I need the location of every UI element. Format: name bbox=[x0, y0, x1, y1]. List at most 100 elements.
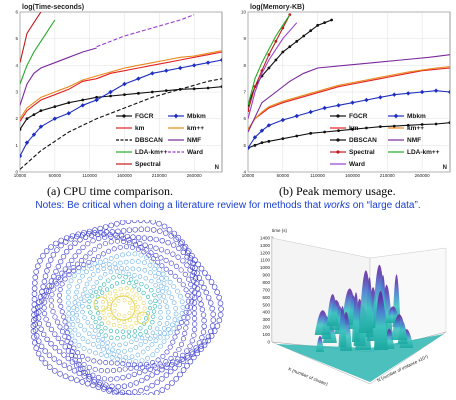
cpu-data-point bbox=[136, 76, 141, 81]
caption-peak-memory: (b) Peak memory usage. bbox=[279, 184, 396, 198]
mem-x-tick-label: 60000 bbox=[277, 173, 290, 178]
diagram-node bbox=[71, 273, 77, 279]
diagram-node bbox=[103, 229, 110, 235]
diagram-node bbox=[96, 235, 102, 242]
diagram-node bbox=[150, 360, 156, 366]
diagram-node bbox=[57, 371, 63, 377]
diagram-node bbox=[81, 262, 87, 268]
diagram-node bbox=[156, 220, 162, 227]
diagram-node bbox=[174, 329, 180, 335]
diagram-node bbox=[214, 323, 221, 329]
diagram-node bbox=[124, 266, 130, 271]
diagram-node bbox=[210, 311, 216, 318]
diagram-node bbox=[153, 298, 158, 303]
diagram-node bbox=[194, 350, 201, 357]
surface-peak bbox=[316, 336, 324, 352]
diagram-node bbox=[157, 293, 162, 299]
diagram-node bbox=[148, 250, 154, 256]
diagram-node bbox=[33, 345, 40, 351]
diagram-node bbox=[192, 321, 198, 327]
mem-x-tick-label: 210000 bbox=[380, 173, 396, 178]
diagram-node bbox=[82, 327, 87, 333]
diagram-node bbox=[154, 369, 160, 375]
diagram-node bbox=[166, 315, 171, 321]
diagram-node bbox=[101, 305, 106, 310]
diagram-node bbox=[113, 388, 119, 395]
diagram-node bbox=[59, 309, 65, 315]
mem-series-line bbox=[248, 54, 450, 133]
diagram-node bbox=[44, 336, 50, 342]
diagram-node bbox=[109, 296, 114, 301]
diagram-node bbox=[125, 389, 132, 395]
diagram-node bbox=[136, 266, 142, 272]
diagram-node bbox=[159, 263, 165, 269]
diagram-node bbox=[205, 274, 212, 281]
diagram-node bbox=[138, 244, 144, 250]
diagram-node bbox=[120, 270, 126, 275]
diagram-node bbox=[65, 262, 72, 268]
diagram-node bbox=[76, 370, 83, 377]
cpu-legend-label: LDA-km++ bbox=[135, 149, 168, 156]
diagram-node bbox=[130, 266, 136, 272]
diagram-node bbox=[92, 230, 98, 236]
diagram-node bbox=[125, 292, 130, 297]
diagram-node bbox=[179, 239, 185, 246]
diagram-node bbox=[160, 271, 166, 277]
diagram-node bbox=[142, 306, 147, 311]
diagram-node bbox=[37, 257, 43, 264]
diagram-node bbox=[139, 335, 145, 341]
diagram-node bbox=[129, 324, 134, 329]
diagram-node bbox=[196, 275, 203, 281]
cpu-legend: FGCR Mbkm km km++ DBSCAN NMF LDA-km++ Ward Spect… bbox=[116, 113, 206, 168]
diagram-node bbox=[170, 251, 176, 257]
diagram-node bbox=[47, 257, 54, 263]
diagram-node bbox=[98, 286, 103, 291]
diagram-node bbox=[191, 315, 198, 322]
diagram-node bbox=[198, 301, 204, 307]
diagram-node bbox=[159, 367, 165, 373]
diagram-node bbox=[120, 235, 126, 242]
mem-data-point bbox=[295, 39, 299, 43]
diagram-node bbox=[50, 252, 57, 258]
mem-data-point bbox=[420, 123, 424, 126]
diagram-node bbox=[95, 268, 101, 274]
diagram-node bbox=[210, 317, 217, 323]
diagram-node bbox=[184, 250, 191, 256]
cpu-time-chart: 0 1 2 3 4 5 6 10000 60000 110000 160000 210000 26000… bbox=[14, 4, 223, 178]
diagram-node bbox=[150, 330, 156, 336]
diagram-node bbox=[59, 329, 66, 335]
diagram-node bbox=[139, 281, 144, 287]
diagram-node bbox=[93, 328, 98, 333]
diagram-node bbox=[72, 300, 78, 305]
diagram-node bbox=[63, 324, 69, 330]
diagram-node bbox=[66, 311, 72, 317]
diagram-node bbox=[93, 289, 99, 295]
diagram-node bbox=[179, 356, 185, 362]
diagram-node bbox=[176, 324, 182, 330]
diagram-node bbox=[114, 238, 120, 244]
diagram-node bbox=[145, 333, 150, 339]
diagram-node bbox=[150, 320, 155, 325]
diagram-node bbox=[173, 311, 179, 317]
diagram-node bbox=[148, 336, 153, 342]
diagram-node bbox=[132, 389, 138, 395]
diagram-node bbox=[108, 234, 114, 240]
diagram-node bbox=[122, 314, 127, 319]
surface-peak bbox=[352, 292, 360, 342]
diagram-node bbox=[61, 352, 67, 358]
diagram-node bbox=[87, 299, 92, 304]
diagram-node bbox=[108, 239, 114, 245]
mem-data-point bbox=[350, 100, 355, 105]
cpu-x-tick-label: 210000 bbox=[152, 173, 168, 178]
diagram-node bbox=[147, 306, 153, 311]
memory-chart: 4 5 6 7 8 9 10 10000 60000 110000 160000 210000 2600… bbox=[241, 4, 451, 178]
diagram-node bbox=[161, 281, 167, 286]
diagram-node bbox=[180, 367, 187, 373]
diagram-node bbox=[164, 334, 170, 340]
diagram-node bbox=[75, 231, 82, 238]
diagram-node bbox=[122, 366, 128, 372]
diagram-node bbox=[143, 339, 148, 344]
diagram-node bbox=[177, 240, 184, 247]
diagram-node bbox=[205, 294, 212, 301]
diagram-node bbox=[161, 339, 167, 345]
